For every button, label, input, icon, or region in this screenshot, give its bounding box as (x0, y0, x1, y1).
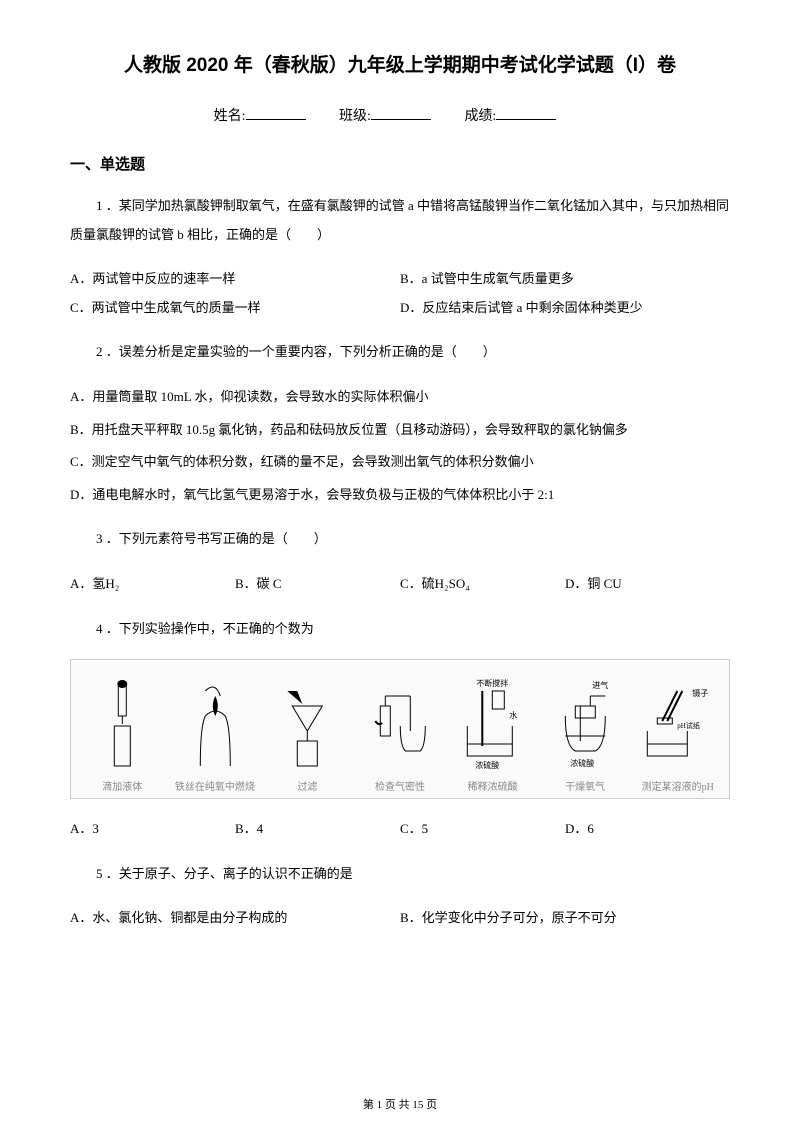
question-5: 5 ．关于原子、分子、离子的认识不正确的是 (70, 860, 730, 889)
q4-opt-b: B．4 (235, 815, 400, 844)
q5-options: A．水、氯化钠、铜都是由分子构成的 B．化学变化中分子可分，原子不可分 (70, 904, 730, 933)
q4-opt-d: D．6 (565, 815, 730, 844)
q4-diagram: 滴加液体 铁丝在纯氧中燃烧 过滤 (70, 659, 730, 799)
q4-opt-a: A．3 (70, 815, 235, 844)
q1-options: A．两试管中反应的速率一样 B．a 试管中生成氧气质量更多 C．两试管中生成氧气… (70, 265, 730, 322)
diagram-4-label: 检查气密性 (375, 778, 425, 793)
q5-text: 关于原子、分子、离子的认识不正确的是 (119, 866, 353, 881)
q3-opt-a-prefix: A．氢 (70, 576, 105, 591)
q4-opt-c: C．5 (400, 815, 565, 844)
q2-opt-c: C．测定空气中氧气的体积分数，红磷的量不足，会导致测出氧气的体积分数偏小 (70, 448, 730, 477)
svg-text:浓硫酸: 浓硫酸 (476, 760, 500, 770)
q3-opt-a-formula: H₂ (105, 576, 119, 591)
diagram-3: 过滤 (261, 676, 354, 793)
q1-opt-d: D．反应结束后试管 a 中剩余固体种类更少 (400, 294, 730, 323)
q1-opt-b: B．a 试管中生成氧气质量更多 (400, 265, 730, 294)
q3-number: 3 ． (96, 531, 119, 546)
q2-opt-a: A．用量筒量取 10mL 水，仰视读数，会导致水的实际体积偏小 (70, 383, 730, 412)
q3-opt-b: B．碳 C (235, 570, 400, 599)
diagram-6-label: 干燥氧气 (565, 778, 605, 793)
score-blank (496, 119, 556, 120)
diagram-3-label: 过滤 (297, 778, 317, 793)
burning-icon (169, 676, 262, 776)
diagram-6: 进气 浓硫酸 干燥氧气 (539, 676, 632, 793)
class-blank (371, 119, 431, 120)
exam-title: 人教版 2020 年（春秋版）九年级上学期期中考试化学试题（I）卷 (70, 50, 730, 77)
page-footer: 第 1 页 共 15 页 (0, 1096, 800, 1112)
q2-opt-b: B．用托盘天平秤取 10.5g 氯化钠，药品和砝码放反位置（且移动游码），会导致… (70, 416, 730, 445)
svg-text:水: 水 (510, 710, 518, 720)
section-title: 一、单选题 (70, 153, 730, 174)
filter-icon (261, 676, 354, 776)
svg-text:进气: 进气 (592, 680, 608, 690)
q1-opt-a: A．两试管中反应的速率一样 (70, 265, 400, 294)
q2-opt-d: D．通电电解水时，氧气比氢气更易溶于水，会导致负极与正极的气体体积比小于 2:1 (70, 481, 730, 510)
svg-text:浓硫酸: 浓硫酸 (570, 758, 594, 768)
q3-opt-c-formula: H₂SO₄ (435, 576, 470, 591)
dry-icon: 进气 浓硫酸 (539, 676, 632, 776)
q4-number: 4 ． (96, 621, 119, 636)
q1-opt-c: C．两试管中生成氧气的质量一样 (70, 294, 400, 323)
ph-icon: 镊子 pH试纸 (631, 676, 724, 776)
q5-opt-b: B．化学变化中分子可分，原子不可分 (400, 904, 730, 933)
airtight-icon (354, 676, 447, 776)
q4-options: A．3 B．4 C．5 D．6 (70, 815, 730, 844)
q1-number: 1 ． (96, 198, 119, 213)
diagram-1-label: 滴加液体 (102, 778, 142, 793)
question-3: 3 ．下列元素符号书写正确的是（ ） (70, 525, 730, 554)
name-label: 姓名: (214, 109, 246, 124)
diagram-7: 镊子 pH试纸 测定某溶液的pH (631, 676, 724, 793)
q1-text: 某同学加热氯酸钾制取氧气，在盛有氯酸钾的试管 a 中错将高锰酸钾当作二氧化锰加入… (70, 198, 729, 242)
q5-opt-a: A．水、氯化钠、铜都是由分子构成的 (70, 904, 400, 933)
q2-text: 误差分析是定量实验的一个重要内容，下列分析正确的是（ ） (119, 344, 496, 359)
dilute-icon: 不断搅拌 水 浓硫酸 (446, 676, 539, 776)
q4-text: 下列实验操作中，不正确的个数为 (119, 621, 314, 636)
question-1: 1 ．某同学加热氯酸钾制取氧气，在盛有氯酸钾的试管 a 中错将高锰酸钾当作二氧化… (70, 192, 730, 249)
diagram-2: 铁丝在纯氧中燃烧 (169, 676, 262, 793)
question-2: 2 ．误差分析是定量实验的一个重要内容，下列分析正确的是（ ） (70, 338, 730, 367)
q5-number: 5 ． (96, 866, 119, 881)
svg-text:不断搅拌: 不断搅拌 (477, 678, 509, 688)
q2-number: 2 ． (96, 344, 119, 359)
score-label: 成绩: (464, 109, 496, 124)
diagram-4: 检查气密性 (354, 676, 447, 793)
diagram-1: 滴加液体 (76, 676, 169, 793)
svg-text:pH试纸: pH试纸 (678, 721, 701, 730)
class-label: 班级: (339, 109, 371, 124)
q3-options: A．氢H₂ B．碳 C C．硫H₂SO₄ D．铜 CU (70, 570, 730, 599)
q3-opt-c-prefix: C．硫 (400, 576, 435, 591)
diagram-7-label: 测定某溶液的pH (642, 778, 714, 793)
q3-opt-a: A．氢H₂ (70, 570, 235, 599)
question-4: 4 ．下列实验操作中，不正确的个数为 (70, 615, 730, 644)
q2-options: A．用量筒量取 10mL 水，仰视读数，会导致水的实际体积偏小 B．用托盘天平秤… (70, 383, 730, 509)
svg-text:镊子: 镊子 (693, 688, 709, 698)
q3-opt-d: D．铜 CU (565, 570, 730, 599)
diagram-5-label: 稀释浓硫酸 (468, 778, 518, 793)
q3-opt-c: C．硫H₂SO₄ (400, 570, 565, 599)
name-blank (246, 119, 306, 120)
diagram-5: 不断搅拌 水 浓硫酸 稀释浓硫酸 (446, 676, 539, 793)
dropper-icon (76, 676, 169, 776)
q3-text: 下列元素符号书写正确的是（ ） (119, 531, 327, 546)
student-info-line: 姓名: 班级: 成绩: (70, 105, 730, 125)
diagram-2-label: 铁丝在纯氧中燃烧 (175, 778, 255, 793)
